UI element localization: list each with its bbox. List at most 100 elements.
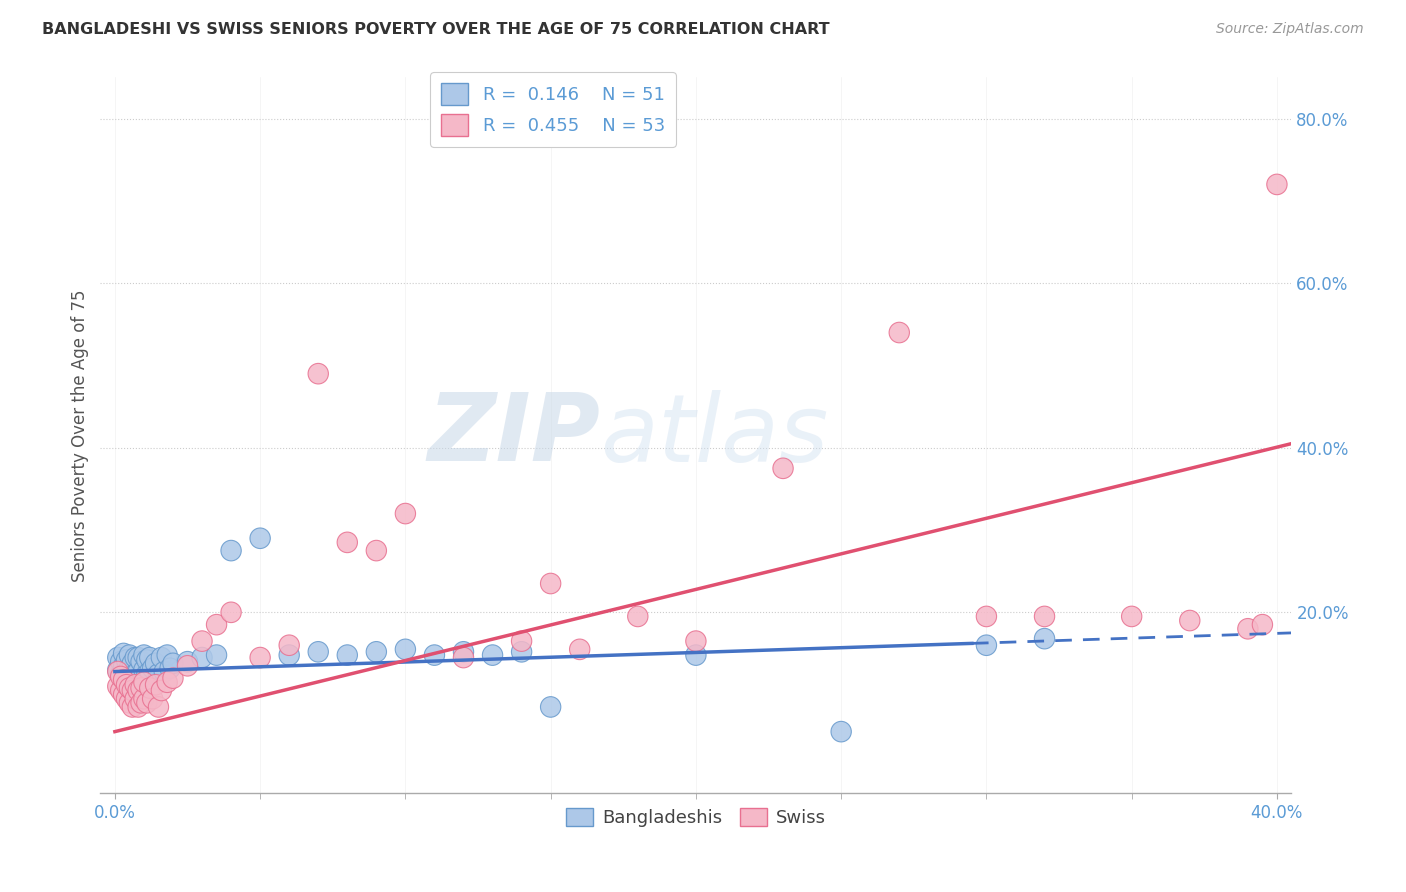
Legend: Bangladeshis, Swiss: Bangladeshis, Swiss [558, 801, 834, 834]
Ellipse shape [686, 631, 706, 651]
Ellipse shape [125, 664, 145, 684]
Ellipse shape [540, 697, 561, 717]
Ellipse shape [111, 664, 131, 684]
Ellipse shape [145, 674, 166, 695]
Ellipse shape [278, 645, 299, 665]
Ellipse shape [125, 648, 145, 668]
Ellipse shape [131, 651, 152, 672]
Ellipse shape [1267, 174, 1286, 194]
Ellipse shape [773, 458, 793, 479]
Ellipse shape [136, 649, 157, 670]
Ellipse shape [453, 641, 474, 662]
Ellipse shape [117, 649, 136, 670]
Ellipse shape [425, 645, 444, 665]
Ellipse shape [117, 661, 136, 681]
Ellipse shape [136, 692, 157, 713]
Ellipse shape [128, 697, 148, 717]
Ellipse shape [1035, 628, 1054, 649]
Ellipse shape [482, 645, 503, 665]
Ellipse shape [139, 678, 160, 698]
Ellipse shape [108, 661, 128, 681]
Ellipse shape [366, 541, 387, 561]
Ellipse shape [131, 666, 152, 687]
Ellipse shape [142, 658, 163, 679]
Ellipse shape [207, 615, 226, 635]
Ellipse shape [155, 661, 174, 681]
Ellipse shape [148, 664, 169, 684]
Ellipse shape [337, 645, 357, 665]
Ellipse shape [128, 648, 148, 668]
Ellipse shape [278, 635, 299, 656]
Ellipse shape [128, 661, 148, 681]
Text: BANGLADESHI VS SWISS SENIORS POVERTY OVER THE AGE OF 75 CORRELATION CHART: BANGLADESHI VS SWISS SENIORS POVERTY OVE… [42, 22, 830, 37]
Ellipse shape [142, 689, 163, 709]
Ellipse shape [108, 648, 128, 668]
Ellipse shape [221, 541, 242, 561]
Ellipse shape [117, 689, 136, 709]
Ellipse shape [114, 684, 134, 705]
Ellipse shape [157, 645, 177, 665]
Ellipse shape [191, 631, 212, 651]
Ellipse shape [831, 722, 851, 742]
Ellipse shape [686, 645, 706, 665]
Ellipse shape [308, 641, 329, 662]
Ellipse shape [125, 689, 145, 709]
Ellipse shape [1253, 615, 1272, 635]
Ellipse shape [120, 678, 139, 698]
Ellipse shape [177, 656, 198, 676]
Ellipse shape [122, 681, 142, 701]
Ellipse shape [108, 676, 128, 697]
Ellipse shape [120, 658, 139, 679]
Ellipse shape [131, 678, 152, 698]
Ellipse shape [139, 661, 160, 681]
Ellipse shape [177, 651, 198, 672]
Ellipse shape [163, 653, 183, 673]
Ellipse shape [453, 648, 474, 668]
Ellipse shape [111, 681, 131, 701]
Ellipse shape [337, 533, 357, 553]
Ellipse shape [512, 641, 531, 662]
Ellipse shape [1122, 607, 1142, 627]
Ellipse shape [114, 656, 134, 676]
Ellipse shape [114, 670, 134, 690]
Ellipse shape [1180, 610, 1199, 631]
Ellipse shape [569, 639, 591, 659]
Ellipse shape [134, 645, 155, 665]
Ellipse shape [1237, 618, 1258, 639]
Ellipse shape [160, 658, 180, 679]
Ellipse shape [540, 574, 561, 594]
Ellipse shape [627, 607, 648, 627]
Ellipse shape [191, 648, 212, 668]
Text: Source: ZipAtlas.com: Source: ZipAtlas.com [1216, 22, 1364, 37]
Ellipse shape [108, 659, 128, 681]
Ellipse shape [134, 689, 155, 709]
Ellipse shape [139, 648, 160, 668]
Ellipse shape [221, 602, 242, 623]
Ellipse shape [136, 664, 157, 684]
Ellipse shape [250, 528, 270, 549]
Text: atlas: atlas [600, 390, 830, 481]
Ellipse shape [976, 607, 997, 627]
Ellipse shape [122, 668, 142, 689]
Ellipse shape [111, 666, 131, 687]
Ellipse shape [366, 641, 387, 662]
Ellipse shape [131, 692, 152, 713]
Ellipse shape [157, 672, 177, 692]
Ellipse shape [395, 503, 416, 524]
Ellipse shape [134, 672, 155, 692]
Ellipse shape [207, 645, 226, 665]
Ellipse shape [114, 643, 134, 664]
Ellipse shape [134, 659, 155, 681]
Ellipse shape [145, 653, 166, 673]
Ellipse shape [152, 681, 172, 701]
Y-axis label: Seniors Poverty Over the Age of 75: Seniors Poverty Over the Age of 75 [72, 289, 89, 582]
Ellipse shape [122, 653, 142, 673]
Ellipse shape [250, 648, 270, 668]
Ellipse shape [120, 645, 139, 665]
Ellipse shape [148, 697, 169, 717]
Ellipse shape [125, 674, 145, 695]
Ellipse shape [889, 322, 910, 343]
Ellipse shape [1035, 607, 1054, 627]
Ellipse shape [976, 635, 997, 656]
Ellipse shape [512, 631, 531, 651]
